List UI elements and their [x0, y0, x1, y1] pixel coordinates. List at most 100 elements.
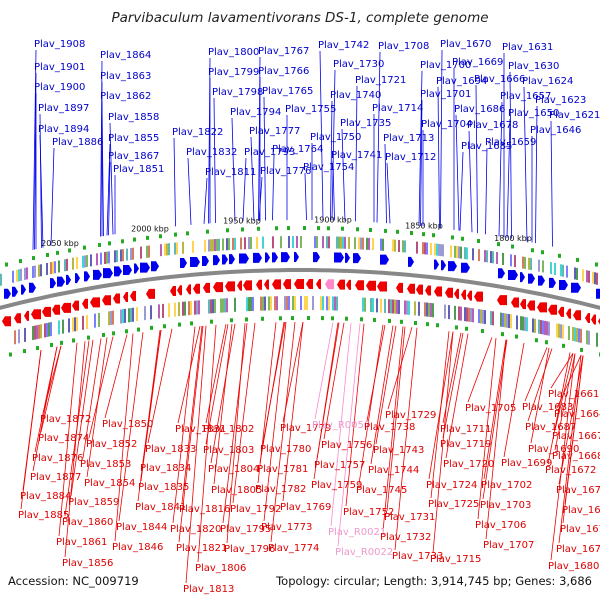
reverse-gene-arrow — [396, 282, 403, 293]
forward-gene-label: Plav_1650 — [508, 108, 559, 119]
gc-tick — [303, 226, 306, 231]
reverse-category-block — [198, 300, 200, 315]
reverse-gene-label: Plav_1802 — [203, 424, 254, 435]
reverse-category-block — [460, 306, 462, 321]
reverse-gene-connector — [382, 326, 404, 532]
forward-category-block — [146, 245, 148, 258]
accession-label: Accession: NC_009719 — [8, 574, 139, 588]
forward-category-block — [76, 256, 78, 269]
forward-category-block — [18, 269, 20, 282]
reverse-gene-label: Plav_1806 — [195, 563, 246, 574]
reverse-category-block — [276, 296, 278, 311]
reverse-category-block — [68, 318, 70, 333]
reverse-gene-connector — [313, 322, 339, 480]
reverse-gene-connector — [82, 338, 102, 459]
forward-category-block — [122, 249, 124, 262]
reverse-gene-label: Plav_1667 — [552, 431, 600, 442]
reverse-gene-label: Plav_1874 — [38, 433, 89, 444]
reverse-gene-arrow — [591, 314, 596, 325]
reverse-category-block — [390, 299, 392, 314]
reverse-gene-arrow — [170, 286, 176, 297]
reverse-gene-label: Plav_1835 — [138, 482, 189, 493]
reverse-category-block — [558, 323, 560, 338]
forward-gene-label: Plav_1900 — [34, 82, 85, 93]
reverse-gene-label: Plav_1703 — [480, 500, 531, 511]
forward-gene-label: Plav_1630 — [508, 61, 559, 72]
reverse-gene-arrow — [61, 302, 71, 313]
forward-category-block — [20, 268, 22, 281]
forward-category-block — [596, 272, 598, 285]
reverse-gene-arrow — [52, 304, 60, 315]
reverse-category-block — [286, 296, 288, 311]
gc-tick — [68, 248, 71, 253]
reverse-category-block — [76, 316, 78, 331]
reverse-gene-connector — [445, 333, 469, 459]
reverse-category-block — [560, 324, 562, 339]
reverse-gene-connector — [232, 322, 256, 504]
forward-category-block — [574, 267, 576, 280]
forward-category-block — [358, 237, 360, 250]
forward-gene-connector — [250, 136, 255, 221]
reverse-gene-connector — [137, 330, 161, 502]
reverse-category-block — [508, 314, 510, 329]
reverse-gene-connector — [185, 325, 207, 584]
forward-gene-arrow — [213, 255, 220, 266]
reverse-gene-connector — [477, 337, 497, 520]
reverse-category-block — [470, 308, 472, 323]
forward-category-block — [116, 250, 118, 263]
forward-category-block — [496, 251, 498, 264]
reverse-gene-label: Plav_1779 — [280, 423, 331, 434]
forward-gene-label: Plav_1822 — [172, 127, 223, 138]
forward-gene-label: Plav_1851 — [113, 164, 164, 175]
reverse-gene-label: Plav_1773 — [261, 522, 312, 533]
reverse-category-block — [544, 320, 546, 335]
reverse-category-block — [492, 311, 494, 326]
reverse-category-block — [234, 297, 236, 312]
forward-category-block — [362, 237, 364, 250]
forward-category-block — [382, 238, 384, 251]
gc-tick — [576, 257, 579, 262]
scale-label: 1850 kbp — [405, 221, 443, 230]
reverse-category-block — [158, 304, 160, 319]
reverse-gene-connector — [210, 323, 236, 464]
forward-gene-connector — [384, 143, 387, 224]
reverse-gene-label: Plav_1706 — [475, 520, 526, 531]
forward-gene-arrow — [408, 256, 414, 267]
forward-category-block — [366, 237, 368, 250]
gc-tick — [410, 231, 413, 236]
forward-gene-label: Plav_1657 — [500, 91, 551, 102]
reverse-gene-connector — [430, 331, 450, 499]
gc-tick — [341, 226, 344, 231]
reverse-category-block — [546, 321, 548, 336]
forward-gene-connector — [39, 134, 44, 248]
reverse-gene-arrow — [527, 300, 535, 311]
reverse-category-block — [128, 308, 130, 323]
reverse-category-block — [94, 313, 96, 328]
reverse-gene-arrow — [42, 306, 51, 317]
reverse-gene-label: Plav_1877 — [30, 472, 81, 483]
forward-gene-label: Plav_1855 — [108, 133, 159, 144]
forward-gene-label: Plav_1740 — [330, 90, 381, 101]
forward-category-block — [192, 240, 194, 253]
reverse-category-block — [502, 312, 504, 327]
reverse-category-block — [40, 324, 42, 339]
reverse-gene-connector — [386, 326, 406, 512]
forward-gene-label: Plav_1800 — [208, 47, 259, 58]
reverse-category-block — [328, 296, 330, 311]
forward-gene-connector — [485, 147, 488, 235]
gc-tick — [72, 338, 75, 343]
reverse-category-block — [74, 317, 76, 332]
forward-category-block — [336, 236, 338, 249]
gc-tick — [275, 226, 278, 231]
forward-gene-connector — [523, 86, 528, 242]
reverse-gene-arrow — [90, 297, 100, 308]
reverse-gene-arrow — [416, 284, 423, 295]
forward-gene-label: Plav_1794 — [230, 107, 281, 118]
reverse-gene-connector — [282, 321, 304, 423]
gc-tick — [501, 332, 504, 337]
reverse-category-block — [322, 296, 324, 311]
reverse-category-block — [46, 322, 48, 337]
scale-labels: 2050 kbp 2000 kbp 1950 kbp 1900 kbp 1850 kbp… — [41, 215, 532, 248]
forward-gene-label: Plav_1678 — [467, 120, 518, 131]
